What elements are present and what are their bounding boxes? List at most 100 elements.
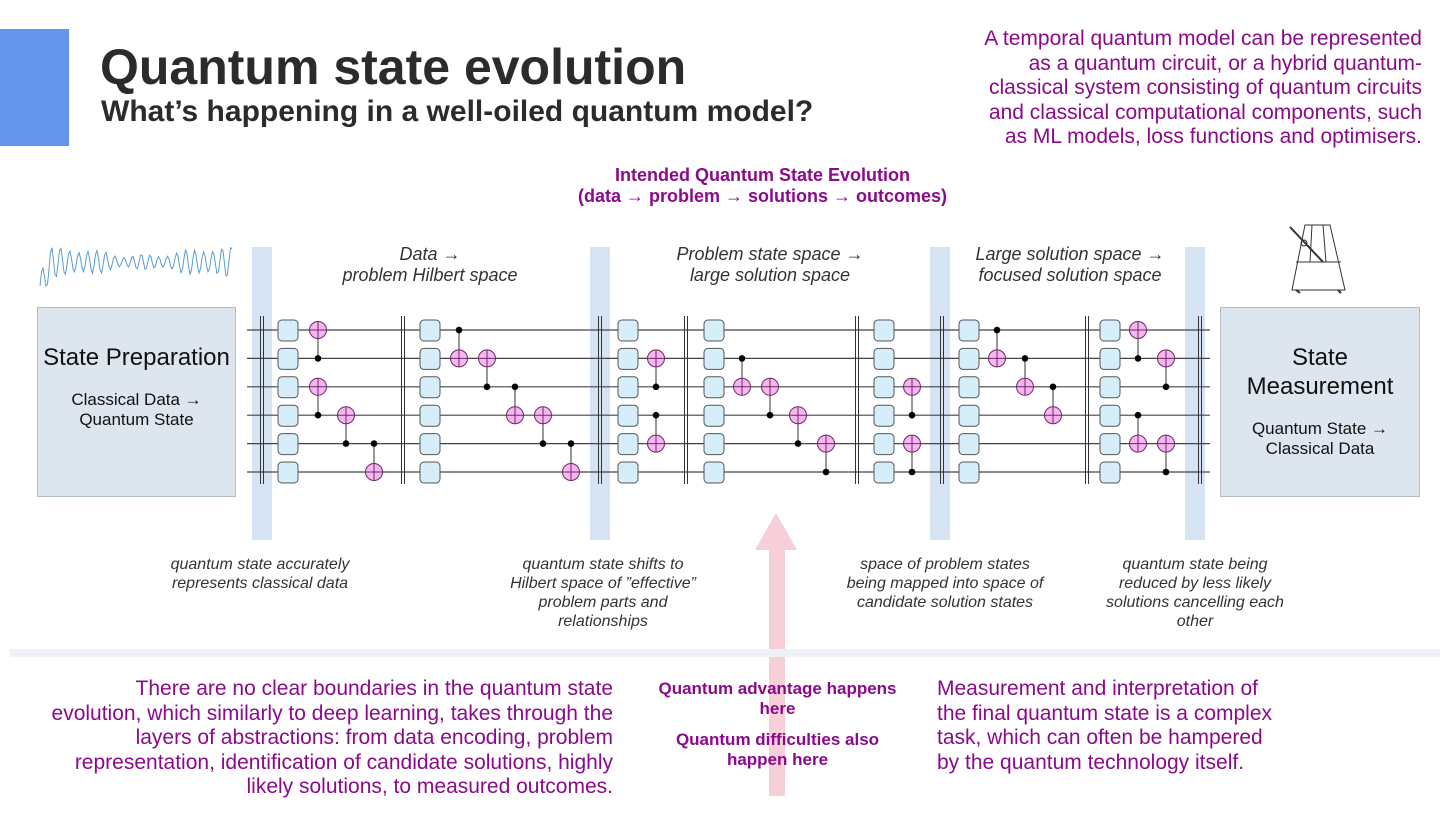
phase-line: Large solution space → — [975, 244, 1165, 264]
state-measurement-box: State Measurement Quantum State → Classi… — [1220, 307, 1420, 497]
barrier-band — [252, 247, 272, 540]
phase-line: problem Hilbert space — [342, 265, 518, 285]
cnot-control — [1162, 383, 1170, 391]
intended-line1: Intended Quantum State Evolution — [614, 165, 910, 185]
phase-line: large solution space — [689, 265, 851, 285]
phase-label-2: Problem state space → large solution spac… — [640, 244, 900, 286]
rotation-gate — [617, 461, 639, 484]
cnot-control — [1134, 355, 1142, 362]
cnot-control — [567, 440, 575, 447]
rotation-gate — [617, 347, 639, 370]
phase-label-1: Data → problem Hilbert space — [300, 244, 560, 286]
caption-3: space of problem states being mapped int… — [846, 556, 1044, 611]
cnot-control — [652, 411, 660, 419]
rotation-gate — [277, 319, 299, 342]
rotation-gate — [703, 461, 725, 484]
quantum-difficulties-label: Quantum difficulties also happen here — [675, 730, 880, 769]
rotation-gate — [1099, 433, 1121, 456]
rotation-gate — [873, 433, 895, 456]
rotation-gate — [873, 347, 895, 370]
cnot-control — [993, 326, 1001, 334]
rotation-gate — [703, 319, 725, 342]
rotation-gate — [419, 404, 441, 427]
cnot-control — [908, 468, 916, 476]
rotation-gate — [419, 461, 441, 484]
caption-4: quantum state being reduced by less like… — [1106, 556, 1284, 630]
rotation-gate — [873, 404, 895, 427]
cnot-control — [908, 411, 916, 419]
caption-1: quantum state accurately represents clas… — [170, 556, 350, 592]
state-measurement-subtitle: Quantum State → Classical Data — [1251, 419, 1389, 458]
cnot-control — [1021, 355, 1029, 362]
accent-bar — [0, 29, 69, 146]
cnot-control — [794, 440, 802, 447]
rotation-gate — [617, 319, 639, 342]
cnot-control — [1162, 468, 1170, 476]
rotation-gate — [873, 376, 895, 399]
rotation-gate — [703, 404, 725, 427]
caption-2: quantum state shifts to Hilbert space of… — [510, 556, 696, 630]
rotation-gate — [958, 347, 980, 370]
rotation-gate — [1099, 461, 1121, 484]
intended-evolution-heading: Intended Quantum State Evolution (data →… — [500, 165, 1025, 207]
top-note: A temporal quantum model can be represen… — [984, 27, 1422, 148]
rotation-gate — [958, 376, 980, 399]
state-preparation-subtitle: Classical Data → Quantum State — [71, 390, 202, 429]
rotation-gate — [277, 404, 299, 427]
cnot-control — [652, 383, 660, 391]
barrier-band — [1185, 247, 1205, 540]
cnot-control — [314, 411, 322, 419]
rotation-gate — [419, 433, 441, 456]
phase-line: focused solution space — [978, 265, 1162, 285]
rotation-gate — [419, 347, 441, 370]
phase-line: Data → — [399, 244, 461, 264]
page-subtitle: What’s happening in a well-oiled quantum… — [101, 95, 814, 128]
phase-label-3: Large solution space → focused solution s… — [940, 244, 1200, 286]
rotation-gate — [1099, 376, 1121, 399]
cnot-control — [342, 440, 350, 447]
rotation-gate — [617, 404, 639, 427]
rotation-gate — [617, 376, 639, 399]
state-preparation-title: State Preparation — [43, 344, 230, 371]
rotation-gate — [277, 461, 299, 484]
rotation-gate — [277, 347, 299, 370]
quantum-advantage-label: Quantum advantage happens here — [658, 679, 897, 718]
cnot-control — [822, 468, 830, 476]
rotation-gate — [1099, 347, 1121, 370]
rotation-gate — [958, 433, 980, 456]
rotation-gate — [419, 319, 441, 342]
cnot-control — [483, 383, 491, 391]
rotation-gate — [617, 433, 639, 456]
rotation-gate — [958, 461, 980, 484]
rotation-gate — [277, 376, 299, 399]
cnot-control — [738, 355, 746, 362]
left-note: There are no clear boundaries in the qua… — [51, 677, 613, 798]
cnot-control — [370, 440, 378, 447]
rotation-gate — [703, 433, 725, 456]
divider — [10, 649, 1440, 657]
rotation-gate — [873, 461, 895, 484]
cnot-control — [1049, 383, 1057, 391]
rotation-gate — [873, 319, 895, 342]
rotation-gate — [958, 404, 980, 427]
rotation-gate — [419, 376, 441, 399]
cnot-control — [1134, 411, 1142, 419]
rotation-gate — [277, 433, 299, 456]
cnot-control — [314, 355, 322, 362]
right-note: Measurement and interpretation of the fi… — [937, 677, 1273, 774]
state-preparation-box: State Preparation Classical Data → Quant… — [37, 307, 236, 497]
state-measurement-title: State Measurement — [1246, 344, 1394, 400]
phase-line: Problem state space → — [676, 244, 864, 264]
rotation-gate — [1099, 404, 1121, 427]
cnot-control — [511, 383, 519, 391]
rotation-gate — [958, 319, 980, 342]
intended-line2: (data → problem → solutions → outcomes) — [577, 186, 948, 206]
rotation-gate — [703, 376, 725, 399]
rotation-gate — [1099, 319, 1121, 342]
barrier-band — [590, 247, 610, 540]
cnot-control — [766, 411, 774, 419]
page-title: Quantum state evolution — [100, 39, 687, 95]
